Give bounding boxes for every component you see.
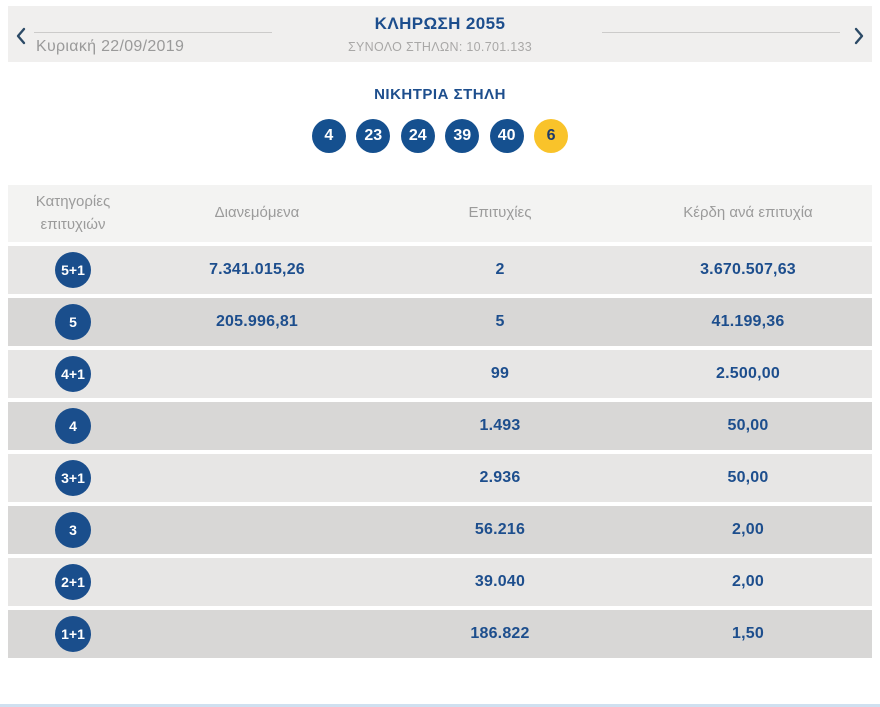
draw-title: ΚΛΗΡΩΣΗ 2055 (374, 14, 506, 33)
winning-number-ball: 39 (445, 119, 480, 153)
winning-numbers: 4 23 24 39 40 6 (0, 119, 880, 153)
distributed-value: 7.341.015,26 (209, 261, 305, 278)
category-badge: 4+1 (55, 356, 91, 392)
winners-value: 39.040 (474, 573, 526, 590)
prize-value: 50,00 (727, 417, 769, 434)
prize-value: 3.670.507,63 (700, 261, 796, 278)
column-header-distributed: Διανεμόμενα (214, 204, 300, 222)
column-header-prize: Κέρδη ανά επιτυχία (683, 204, 813, 222)
table-row: 3 56.216 2,00 (8, 506, 872, 554)
total-columns-label: ΣΥΝΟΛΟ ΣΤΗΛΩΝ: 10.701.133 (348, 40, 532, 54)
table-row: 1+1 186.822 1,50 (8, 610, 872, 658)
prize-value: 1,50 (732, 625, 764, 642)
prize-value: 50,00 (727, 469, 769, 486)
table-row: 4 1.493 50,00 (8, 402, 872, 450)
winners-value: 5 (495, 313, 505, 330)
category-badge: 5 (55, 304, 91, 340)
category-badge: 4 (55, 408, 91, 444)
table-row: 5+1 7.341.015,26 2 3.670.507,63 (8, 246, 872, 294)
category-badge: 2+1 (55, 564, 91, 600)
chevron-right-icon[interactable] (852, 26, 866, 46)
category-badge: 3 (55, 512, 91, 548)
header-divider-right (602, 32, 840, 33)
winning-number-ball: 23 (356, 119, 391, 153)
prize-table-header: Κατηγορίες επιτυχιών Διανεμόμενα Επιτυχί… (8, 185, 872, 242)
chevron-left-icon[interactable] (14, 26, 28, 46)
prize-value: 41.199,36 (711, 313, 785, 330)
winning-number-ball: 4 (311, 119, 346, 153)
prize-table: Κατηγορίες επιτυχιών Διανεμόμενα Επιτυχί… (8, 185, 872, 662)
winning-number-ball: 40 (489, 119, 524, 153)
header-divider-left (34, 32, 272, 33)
winners-value: 99 (490, 365, 510, 382)
bonus-number-ball: 6 (534, 119, 569, 153)
category-badge: 1+1 (55, 616, 91, 652)
table-row: 4+1 99 2.500,00 (8, 350, 872, 398)
distributed-value: 205.996,81 (215, 313, 299, 330)
winners-value: 2.936 (479, 469, 521, 486)
draw-date: Κυριακή 22/09/2019 (36, 38, 185, 55)
prize-value: 2.500,00 (716, 365, 780, 382)
column-header-categories: Κατηγορίες επιτυχιών (35, 193, 111, 233)
prize-value: 2,00 (732, 573, 764, 590)
winners-value: 56.216 (474, 521, 526, 538)
bottom-accent-line (0, 704, 880, 707)
winners-value: 186.822 (470, 625, 530, 642)
table-row: 5 205.996,81 5 41.199,36 (8, 298, 872, 346)
prize-value: 2,00 (732, 521, 764, 538)
table-row: 3+1 2.936 50,00 (8, 454, 872, 502)
winning-number-ball: 24 (400, 119, 435, 153)
draw-navigator: Κυριακή 22/09/2019 ΚΛΗΡΩΣΗ 2055 ΣΥΝΟΛΟ Σ… (8, 6, 872, 62)
column-header-winners: Επιτυχίες (468, 204, 532, 222)
draw-header-center: ΚΛΗΡΩΣΗ 2055 ΣΥΝΟΛΟ ΣΤΗΛΩΝ: 10.701.133 (348, 14, 532, 54)
table-row: 2+1 39.040 2,00 (8, 558, 872, 606)
winning-column-title: ΝΙΚΗΤΡΙΑ ΣΤΗΛΗ (374, 86, 506, 103)
winners-value: 1.493 (479, 417, 521, 434)
category-badge: 5+1 (55, 252, 91, 288)
winning-column-section: ΝΙΚΗΤΡΙΑ ΣΤΗΛΗ 4 23 24 39 40 6 (0, 86, 880, 153)
category-badge: 3+1 (55, 460, 91, 496)
winners-value: 2 (495, 261, 505, 278)
